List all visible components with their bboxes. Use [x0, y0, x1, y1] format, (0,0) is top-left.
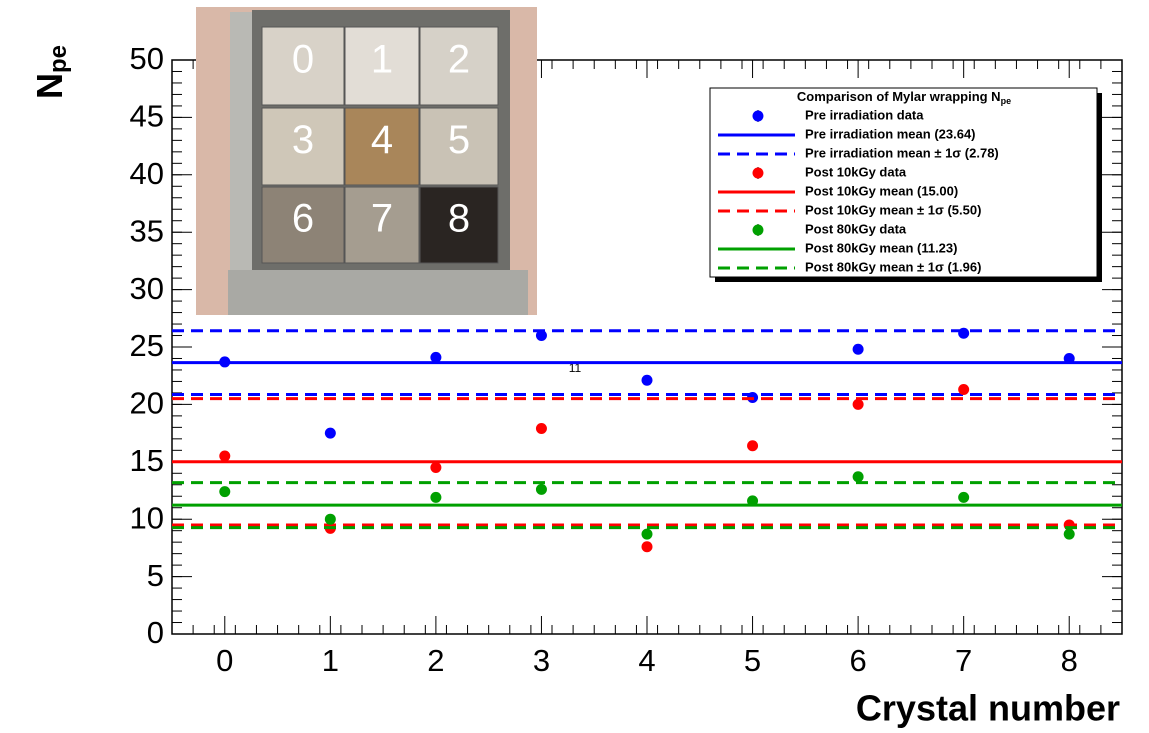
photo-base — [228, 270, 528, 315]
legend-title-sub: pe — [1001, 96, 1012, 106]
y-tick-label: 30 — [130, 271, 164, 306]
legend-label: Post 80kGy mean ± 1σ (1.96) — [805, 259, 981, 274]
legend: Comparison of Mylar wrapping Npe Pre irr… — [710, 88, 1102, 282]
data-point — [958, 492, 969, 503]
data-point — [747, 495, 758, 506]
legend-marker — [753, 225, 764, 236]
x-tick-label: 8 — [1061, 643, 1078, 678]
x-tick-label: 0 — [216, 643, 233, 678]
x-tick-label: 3 — [533, 643, 550, 678]
data-point — [219, 451, 230, 462]
photo-label: 2 — [448, 38, 470, 82]
y-axis-title: Npe — [29, 45, 73, 99]
photo-label: 4 — [371, 118, 393, 162]
data-point — [430, 462, 441, 473]
data-point — [536, 423, 547, 434]
legend-title-main: Comparison of Mylar wrapping N — [797, 89, 1001, 104]
photo-label: 7 — [371, 197, 393, 241]
y-tick-label: 15 — [130, 443, 164, 478]
data-point — [219, 356, 230, 367]
data-point — [1064, 529, 1075, 540]
legend-marker — [753, 168, 764, 179]
data-point — [747, 440, 758, 451]
data-point — [430, 492, 441, 503]
x-tick-label: 5 — [744, 643, 761, 678]
legend-marker — [753, 111, 764, 122]
x-tick-label: 1 — [322, 643, 339, 678]
y-tick-label: 50 — [130, 41, 164, 76]
photo-label: 3 — [292, 118, 314, 162]
y-tick-label: 5 — [147, 558, 164, 593]
data-point — [536, 484, 547, 495]
legend-label: Pre irradiation data — [805, 107, 924, 122]
photo-label: 5 — [448, 118, 470, 162]
x-tick-label: 6 — [849, 643, 866, 678]
legend-label: Post 80kGy mean (11.23) — [805, 240, 957, 255]
photo-label: 6 — [292, 197, 314, 241]
data-point — [853, 344, 864, 355]
x-tick-label: 4 — [638, 643, 655, 678]
legend-label: Post 10kGy mean (15.00) — [805, 183, 958, 198]
photo-label: 1 — [371, 38, 393, 82]
y-tick-label: 40 — [130, 156, 164, 191]
legend-label: Post 80kGy data — [805, 221, 907, 236]
data-point — [1064, 353, 1075, 364]
data-point — [853, 471, 864, 482]
data-point — [853, 399, 864, 410]
y-tick-label: 10 — [130, 500, 164, 535]
y-axis-title-main: N — [29, 73, 70, 99]
data-point — [958, 384, 969, 395]
photo-label: 0 — [292, 38, 314, 82]
photo-label: 8 — [448, 197, 470, 241]
data-point — [642, 541, 653, 552]
chart: Npe Crystal number 11 051015202530354045… — [0, 0, 1149, 733]
data-point — [958, 328, 969, 339]
y-tick-label: 35 — [130, 213, 164, 248]
x-axis-title: Crystal number — [856, 688, 1120, 729]
legend-label: Pre irradiation mean (23.64) — [805, 126, 976, 141]
data-point — [325, 428, 336, 439]
legend-label: Pre irradiation mean ± 1σ (2.78) — [805, 145, 999, 160]
legend-title: Comparison of Mylar wrapping Npe — [797, 89, 1011, 106]
data-point — [430, 352, 441, 363]
x-tick-label: 7 — [955, 643, 972, 678]
y-tick-label: 25 — [130, 328, 164, 363]
inset-photo: 0 1 2 3 4 5 6 7 8 — [196, 7, 537, 315]
y-axis-title-sub: pe — [45, 45, 72, 73]
data-point — [219, 486, 230, 497]
legend-label: Post 10kGy mean ± 1σ (5.50) — [805, 202, 981, 217]
y-tick-label: 0 — [147, 615, 164, 650]
data-point — [536, 330, 547, 341]
legend-label: Post 10kGy data — [805, 164, 907, 179]
data-point — [642, 529, 653, 540]
data-point — [325, 514, 336, 525]
y-tick-label: 45 — [130, 99, 164, 134]
data-point — [642, 375, 653, 386]
y-tick-label: 20 — [130, 386, 164, 421]
x-tick-label: 2 — [427, 643, 444, 678]
